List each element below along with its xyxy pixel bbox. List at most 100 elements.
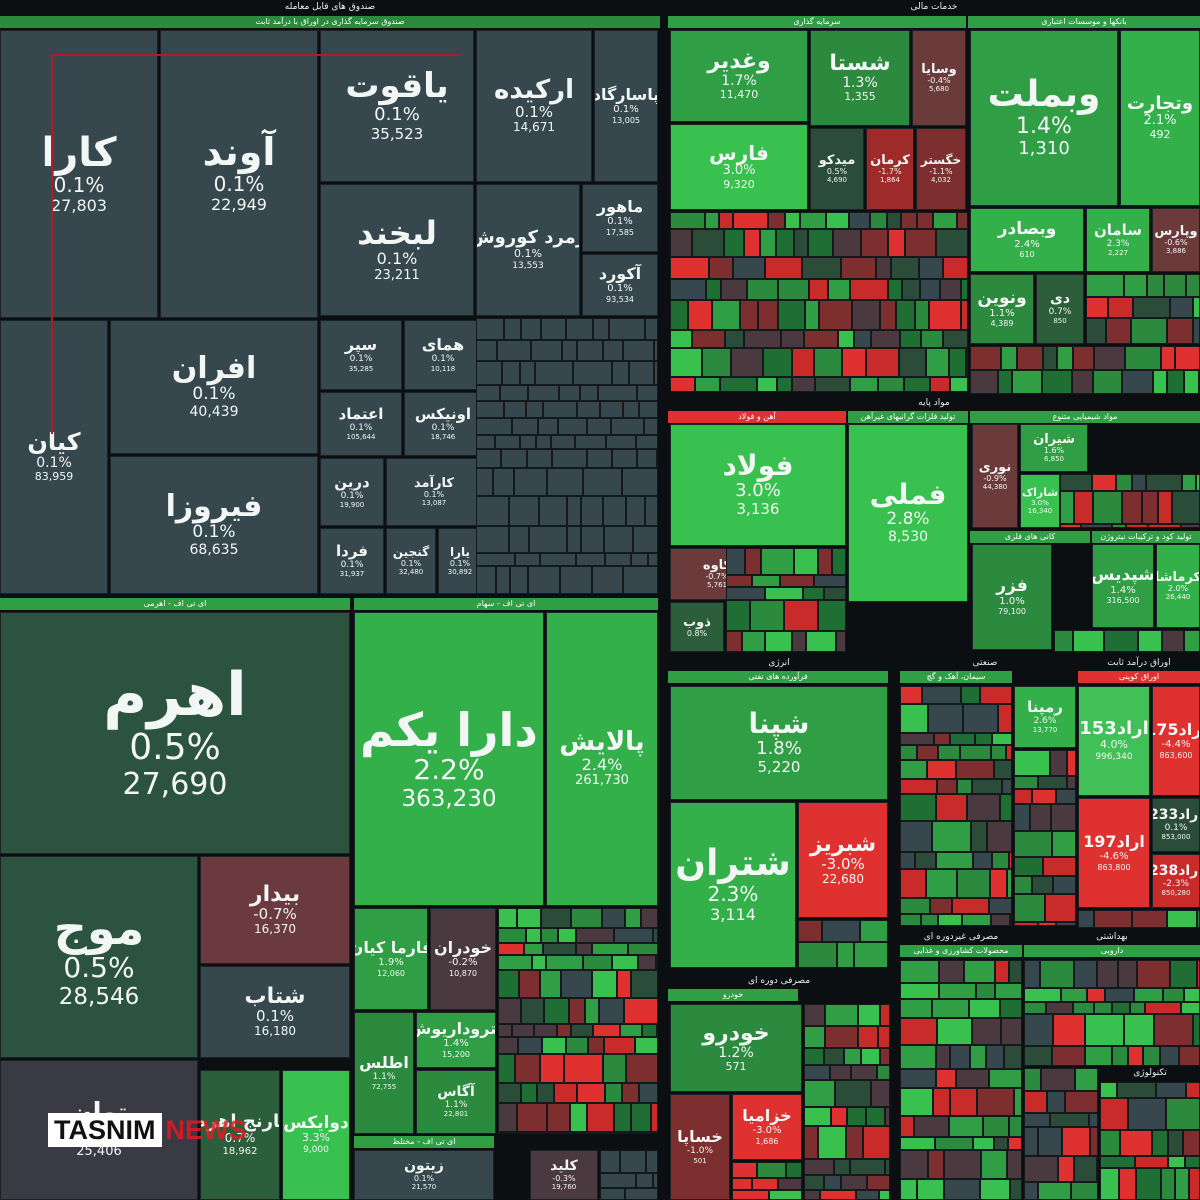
small-tile[interactable] <box>725 330 744 348</box>
small-tile[interactable] <box>950 733 975 745</box>
small-tile[interactable] <box>1050 1113 1089 1127</box>
small-tile[interactable] <box>900 898 930 914</box>
small-tile[interactable] <box>537 1132 564 1134</box>
treemap-tile[interactable]: اونیکس 0.1% 18,746 <box>404 392 482 456</box>
small-tile[interactable] <box>600 1150 620 1173</box>
small-tile[interactable] <box>900 745 917 760</box>
small-tile[interactable] <box>575 435 606 449</box>
small-tile[interactable] <box>577 340 603 361</box>
small-tile[interactable] <box>1071 1182 1098 1200</box>
small-tile[interactable] <box>1014 776 1038 789</box>
small-tile[interactable] <box>521 318 541 340</box>
small-tile[interactable] <box>880 1048 890 1065</box>
small-tile[interactable] <box>1072 370 1093 394</box>
small-tile[interactable] <box>620 1150 646 1173</box>
small-tile[interactable] <box>581 496 603 526</box>
small-tile[interactable] <box>992 852 1009 869</box>
small-tile[interactable] <box>1100 1098 1128 1130</box>
small-tile[interactable] <box>1092 474 1116 491</box>
small-tile[interactable] <box>726 631 742 652</box>
small-tile[interactable] <box>1043 857 1076 876</box>
small-tile[interactable] <box>938 745 960 760</box>
treemap-tile[interactable]: دارا یکم 2.2% 363,230 <box>354 612 544 906</box>
small-tile[interactable] <box>622 468 658 496</box>
small-tile[interactable] <box>495 435 520 449</box>
small-tile[interactable] <box>1073 1002 1094 1014</box>
small-tile[interactable] <box>732 1178 752 1190</box>
small-tile[interactable] <box>562 340 577 361</box>
small-tile[interactable] <box>928 1150 944 1179</box>
small-tile[interactable] <box>961 300 968 330</box>
small-tile[interactable] <box>792 631 806 652</box>
small-tile[interactable] <box>808 229 833 257</box>
small-tile[interactable] <box>905 229 936 257</box>
small-tile[interactable] <box>670 229 692 257</box>
small-tile[interactable] <box>605 1083 622 1103</box>
small-tile[interactable] <box>540 1054 564 1083</box>
small-tile[interactable] <box>831 1107 847 1126</box>
small-tile[interactable] <box>637 385 658 401</box>
small-tile[interactable] <box>657 449 658 468</box>
small-tile[interactable] <box>1185 1156 1200 1168</box>
small-tile[interactable] <box>929 300 961 330</box>
small-tile[interactable] <box>602 908 625 928</box>
small-tile[interactable] <box>900 821 932 852</box>
treemap-tile[interactable]: آوند 0.1% 22,949 <box>160 30 318 318</box>
small-tile[interactable] <box>726 548 745 575</box>
small-tile[interactable] <box>587 449 612 468</box>
small-tile[interactable] <box>1137 960 1170 988</box>
small-tile[interactable] <box>636 1173 653 1188</box>
small-tile[interactable] <box>1163 988 1184 1002</box>
small-tile[interactable] <box>564 1132 598 1134</box>
treemap-tile[interactable]: اراد153 4.0% 996,340 <box>1078 686 1150 796</box>
small-tile[interactable] <box>592 566 623 594</box>
treemap-tile[interactable]: شستا 1.3% 1,355 <box>810 30 910 126</box>
small-tile[interactable] <box>804 1126 818 1159</box>
small-tile[interactable] <box>991 914 1010 926</box>
small-tile[interactable] <box>657 1024 658 1037</box>
treemap-tile[interactable]: اطلس 1.1% 72,755 <box>354 1012 414 1134</box>
small-tile[interactable] <box>776 229 794 257</box>
small-tile[interactable] <box>871 1080 890 1107</box>
small-tile[interactable] <box>784 600 818 631</box>
small-tile[interactable] <box>670 212 705 229</box>
treemap-tile[interactable]: خگستر -1.1% 4,032 <box>916 128 966 210</box>
small-tile[interactable] <box>531 340 562 361</box>
small-tile[interactable] <box>804 1026 825 1048</box>
small-tile[interactable] <box>1100 1130 1120 1156</box>
small-tile[interactable] <box>932 999 969 1018</box>
small-tile[interactable] <box>654 340 658 361</box>
small-tile[interactable] <box>569 998 585 1024</box>
small-tile[interactable] <box>1124 1014 1154 1046</box>
small-tile[interactable] <box>851 1065 877 1080</box>
treemap-tile[interactable]: آگاس 1.1% 22,801 <box>416 1070 496 1134</box>
small-tile[interactable] <box>932 821 971 852</box>
small-tile[interactable] <box>800 212 826 229</box>
small-tile[interactable] <box>1067 750 1076 776</box>
treemap-tile[interactable]: یاقوت 0.1% 35,523 <box>320 30 474 182</box>
small-tile[interactable] <box>1051 804 1076 831</box>
treemap-tile[interactable]: شتاب 0.1% 16,180 <box>200 966 350 1058</box>
small-tile[interactable] <box>900 1018 937 1045</box>
small-tile[interactable] <box>1024 1091 1047 1113</box>
small-tile[interactable] <box>798 942 837 968</box>
small-tile[interactable] <box>944 1150 981 1179</box>
small-tile[interactable] <box>1014 804 1030 831</box>
treemap-tile[interactable]: ماهور 0.1% 17,585 <box>582 184 658 252</box>
small-tile[interactable] <box>1186 1082 1200 1098</box>
small-tile[interactable] <box>809 279 828 300</box>
small-tile[interactable] <box>814 575 846 587</box>
small-tile[interactable] <box>732 1190 769 1200</box>
small-tile[interactable] <box>933 1088 950 1116</box>
small-tile[interactable] <box>1008 1137 1022 1150</box>
small-tile[interactable] <box>950 1088 977 1116</box>
small-tile[interactable] <box>1132 474 1146 491</box>
small-tile[interactable] <box>961 279 968 300</box>
treemap-tile[interactable]: اراد238-2.3%850,280 <box>1152 854 1200 908</box>
treemap-tile[interactable]: شاراک 3.0% 16,340 <box>1020 474 1060 528</box>
small-tile[interactable] <box>880 1004 890 1026</box>
small-tile[interactable] <box>604 1037 635 1054</box>
small-tile[interactable] <box>949 1116 983 1137</box>
small-tile[interactable] <box>952 898 989 914</box>
small-tile[interactable] <box>614 1103 631 1132</box>
